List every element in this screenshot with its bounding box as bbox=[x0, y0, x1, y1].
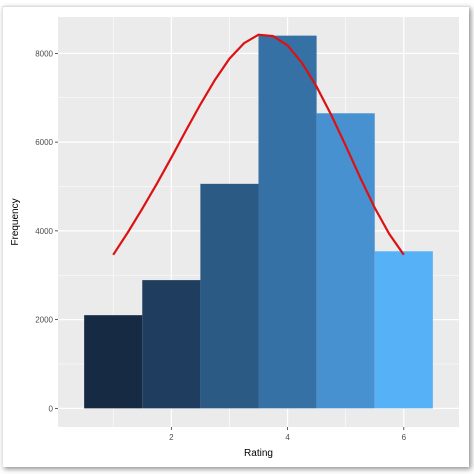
x-axis-title: Rating bbox=[244, 448, 273, 459]
y-tick-label: 2000 bbox=[35, 316, 53, 325]
histogram-bar-3 bbox=[200, 183, 259, 409]
density-curve bbox=[112, 33, 405, 256]
x-axis: 2 4 6 bbox=[169, 427, 407, 442]
histogram-bar-5 bbox=[316, 113, 375, 409]
histogram-bars bbox=[84, 35, 433, 409]
plot-frame: 0 2000 4000 6000 8000 2 4 6 Rating Frequency bbox=[2, 6, 469, 467]
y-tick-label: 8000 bbox=[35, 49, 53, 58]
histogram-chart: 0 2000 4000 6000 8000 2 4 6 Rating Frequency bbox=[10, 17, 459, 459]
histogram-bar-1 bbox=[84, 315, 143, 409]
y-tick-label: 6000 bbox=[35, 138, 53, 147]
y-axis-title: Frequency bbox=[10, 198, 21, 245]
y-tick-label: 4000 bbox=[35, 227, 53, 236]
y-tick-label: 0 bbox=[49, 404, 54, 413]
x-tick-label: 2 bbox=[169, 433, 174, 442]
x-tick-label: 4 bbox=[285, 433, 290, 442]
histogram-bar-6 bbox=[374, 251, 433, 409]
y-axis: 0 2000 4000 6000 8000 bbox=[35, 49, 58, 413]
histogram-bar-4 bbox=[258, 35, 317, 409]
histogram-bar-2 bbox=[142, 280, 201, 409]
x-tick-label: 6 bbox=[402, 433, 407, 442]
